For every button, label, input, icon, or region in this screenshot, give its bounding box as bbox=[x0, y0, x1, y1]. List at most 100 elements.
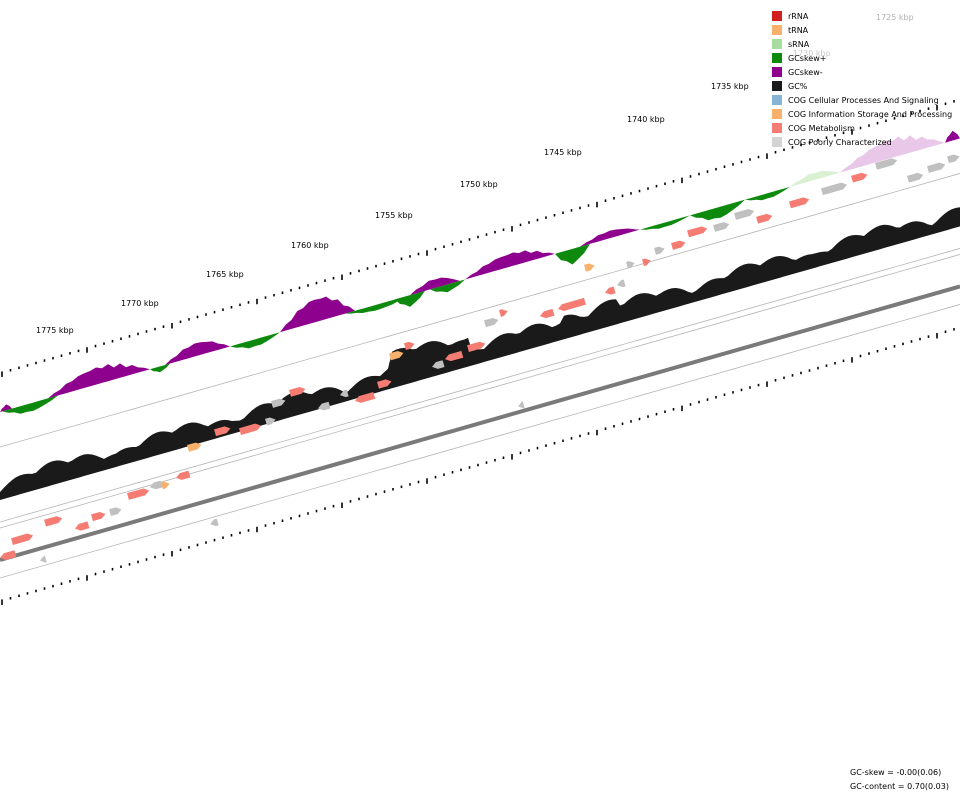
scale-label: 1735 kbp bbox=[711, 82, 749, 91]
legend-label: COG Information Storage And Processing bbox=[788, 109, 953, 119]
gene-arrow bbox=[671, 240, 686, 250]
legend-swatch bbox=[772, 109, 782, 119]
legend-label: GCskew- bbox=[788, 67, 823, 77]
gene-arrow bbox=[44, 516, 63, 527]
scale-label: 1745 kbp bbox=[544, 148, 582, 157]
gc-skew-plus-segment bbox=[745, 186, 790, 201]
gene-arrow bbox=[821, 182, 848, 196]
gene-arrow bbox=[626, 261, 635, 269]
legend-item: GCskew- bbox=[772, 65, 952, 79]
gene-arrow bbox=[289, 386, 306, 397]
legend-item: COG Information Storage And Processing bbox=[772, 107, 952, 121]
gc-skew-minus-segment bbox=[0, 404, 12, 412]
gene-arrow bbox=[150, 480, 163, 490]
legend-item: COG Metabolism bbox=[772, 121, 952, 135]
gene-arrow bbox=[109, 507, 122, 517]
gene-arrow bbox=[91, 511, 106, 522]
legend-label: rRNA bbox=[788, 11, 809, 21]
legend-label: GCskew+ bbox=[788, 53, 827, 63]
scale-labels: 1725 kbp 1730 kbp 1735 kbp 1740 kbp 1745 kbp… bbox=[36, 13, 914, 335]
legend-swatch bbox=[772, 123, 782, 133]
gc-skew-minus-segment bbox=[580, 228, 640, 247]
gene-arrow bbox=[445, 350, 464, 362]
gene-arrow bbox=[0, 550, 17, 560]
gene-arrow bbox=[654, 246, 665, 255]
gene-arrow bbox=[875, 158, 898, 170]
gene-arrow bbox=[540, 308, 555, 319]
gene-arrow bbox=[484, 317, 499, 328]
track-line bbox=[0, 304, 960, 579]
gc-skew-minus-segment bbox=[48, 363, 150, 399]
gene-arrow bbox=[340, 389, 349, 398]
gc-skew-plus-segment bbox=[2, 395, 58, 414]
legend-item: rRNA bbox=[772, 9, 952, 23]
legend-swatch bbox=[772, 95, 782, 105]
legend-label: COG Cellular Processes And Signaling bbox=[788, 95, 939, 105]
gene-arrow bbox=[584, 263, 595, 272]
scale-label: 1755 kbp bbox=[375, 211, 413, 220]
scale-label: 1775 kbp bbox=[36, 326, 74, 335]
gc-skew-plus-segment bbox=[690, 199, 745, 221]
scale-label: 1740 kbp bbox=[627, 115, 665, 124]
legend-item: tRNA bbox=[772, 23, 952, 37]
gene-arrow bbox=[558, 297, 586, 311]
scale-ticks bbox=[1, 100, 955, 605]
gene-arrow bbox=[713, 222, 730, 232]
legend-label: COG Metabolism bbox=[788, 123, 855, 133]
gene-arrow bbox=[947, 154, 960, 164]
legend-swatch bbox=[772, 25, 782, 35]
gene-arrow bbox=[851, 172, 868, 183]
track-line bbox=[0, 173, 960, 448]
backbone-line bbox=[0, 284, 960, 562]
gc-skew-track bbox=[0, 130, 960, 414]
scale-label: 1750 kbp bbox=[460, 180, 498, 189]
gene-arrow bbox=[789, 197, 810, 209]
gene-arrow bbox=[467, 341, 486, 352]
gene-arrow bbox=[756, 213, 773, 224]
gene-arrow bbox=[11, 533, 34, 545]
gene-arrow bbox=[518, 401, 525, 409]
gene-arrow bbox=[214, 426, 231, 437]
gene-arrow bbox=[271, 398, 286, 408]
gc-skew-plus-segment bbox=[150, 363, 170, 373]
gene-arrow bbox=[499, 309, 508, 317]
gene-arrow bbox=[40, 555, 47, 563]
track-line bbox=[0, 254, 960, 529]
scale-label: 1725 kbp bbox=[876, 13, 914, 22]
gc-content-track bbox=[0, 207, 960, 500]
gc-skew-minus-segment bbox=[165, 341, 230, 365]
gc-skew-plus-segment bbox=[230, 332, 280, 349]
gc-content-profile bbox=[0, 207, 960, 500]
gc-skew-minus-segment bbox=[840, 135, 945, 173]
gene-arrow bbox=[605, 286, 616, 295]
legend-label: COG Poorly Characterized bbox=[788, 137, 892, 147]
gc-skew-plus-segment bbox=[555, 243, 590, 265]
gene-arrow bbox=[210, 518, 219, 527]
legend-item: GC% bbox=[772, 79, 952, 93]
gene-arrow bbox=[265, 417, 276, 426]
gene-arrow bbox=[161, 481, 170, 490]
gene-arrow bbox=[127, 488, 150, 500]
legend-item: GCskew+ bbox=[772, 51, 952, 65]
scale-label: 1765 kbp bbox=[206, 270, 244, 279]
legend-label: tRNA bbox=[788, 25, 809, 35]
gene-arrow bbox=[239, 423, 262, 435]
legend-swatch bbox=[772, 39, 782, 49]
gc-skew-minus-segment bbox=[465, 250, 555, 280]
legend-item: COG Poorly Characterized bbox=[772, 135, 952, 149]
gc-skew-minus-segment bbox=[790, 170, 840, 187]
gc-skew-plus-segment bbox=[640, 215, 690, 230]
scale-label: 1760 kbp bbox=[291, 241, 329, 250]
legend-item: sRNA bbox=[772, 37, 952, 51]
gene-arrow bbox=[907, 172, 924, 183]
gene-arrow bbox=[75, 521, 90, 531]
legend-swatch bbox=[772, 11, 782, 21]
stats-box: GC-skew = -0.00(0.06) GC-content = 0.70(… bbox=[850, 766, 949, 794]
gene-arrow bbox=[355, 391, 376, 403]
legend-swatch bbox=[772, 53, 782, 63]
legend-swatch bbox=[772, 81, 782, 91]
legend-label: GC% bbox=[788, 81, 808, 91]
gene-arrow bbox=[687, 226, 708, 238]
gene-arrow bbox=[187, 442, 202, 452]
gene-arrow bbox=[377, 379, 392, 389]
